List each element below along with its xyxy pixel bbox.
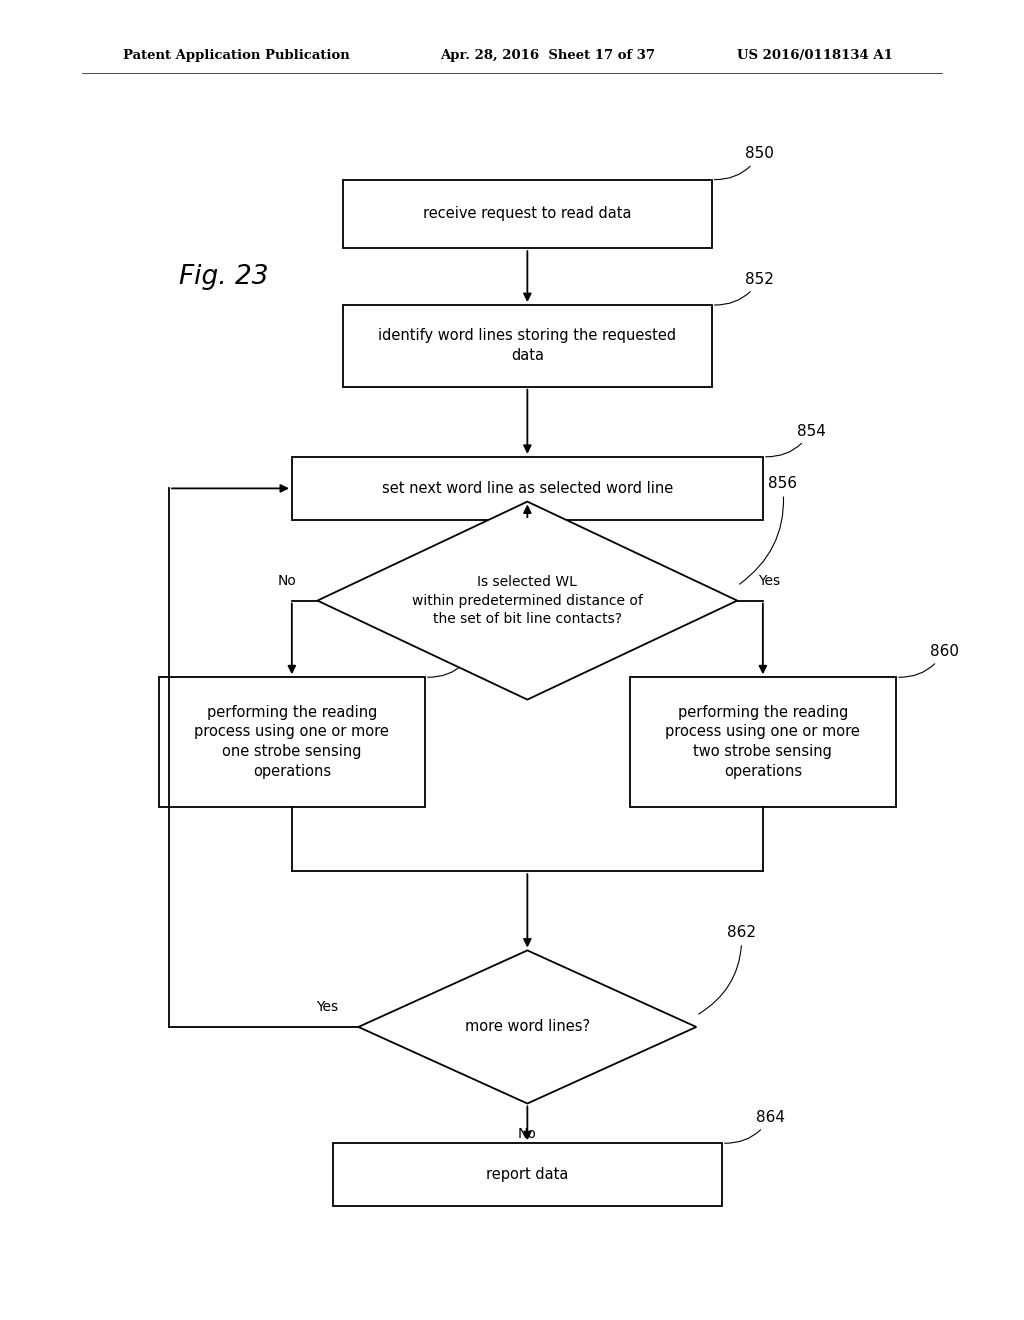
Bar — [630, 677, 896, 807]
Text: No: No — [279, 574, 297, 587]
Text: 858: 858 — [428, 644, 487, 677]
Text: 864: 864 — [725, 1110, 784, 1143]
Bar — [292, 457, 763, 520]
Polygon shape — [317, 502, 737, 700]
Text: Fig. 23: Fig. 23 — [179, 264, 268, 290]
Bar — [159, 677, 425, 807]
Text: 852: 852 — [715, 272, 774, 305]
Text: performing the reading
process using one or more
two strobe sensing
operations: performing the reading process using one… — [666, 705, 860, 779]
Text: 850: 850 — [715, 147, 774, 180]
Text: more word lines?: more word lines? — [465, 1019, 590, 1035]
Bar — [333, 1143, 722, 1206]
Bar — [343, 180, 712, 248]
Text: US 2016/0118134 A1: US 2016/0118134 A1 — [737, 49, 893, 62]
Text: Patent Application Publication: Patent Application Publication — [123, 49, 349, 62]
Text: receive request to read data: receive request to read data — [423, 206, 632, 222]
Text: 856: 856 — [739, 477, 797, 585]
Text: set next word line as selected word line: set next word line as selected word line — [382, 480, 673, 496]
Text: 862: 862 — [698, 925, 756, 1014]
Text: Yes: Yes — [315, 1001, 338, 1014]
Text: Apr. 28, 2016  Sheet 17 of 37: Apr. 28, 2016 Sheet 17 of 37 — [440, 49, 655, 62]
Text: Is selected WL
within predetermined distance of
the set of bit line contacts?: Is selected WL within predetermined dist… — [412, 576, 643, 626]
Text: identify word lines storing the requested
data: identify word lines storing the requeste… — [378, 329, 677, 363]
Text: No: No — [518, 1127, 537, 1142]
Text: Yes: Yes — [758, 574, 780, 587]
Text: report data: report data — [486, 1167, 568, 1183]
Text: 860: 860 — [899, 644, 958, 677]
Polygon shape — [358, 950, 696, 1104]
Text: 854: 854 — [766, 424, 825, 457]
Bar — [343, 305, 712, 387]
Text: performing the reading
process using one or more
one strobe sensing
operations: performing the reading process using one… — [195, 705, 389, 779]
